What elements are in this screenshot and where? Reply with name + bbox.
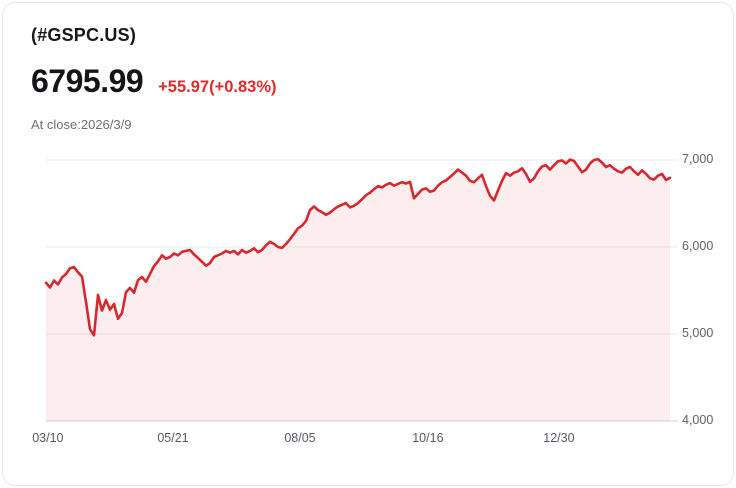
price-change: +55.97(+0.83%) <box>158 78 277 96</box>
price-row: 6795.99 +55.97(+0.83%) <box>31 63 277 100</box>
x-axis-label: 05/21 <box>157 431 189 445</box>
price-chart[interactable] <box>44 148 680 422</box>
price-area <box>46 159 670 421</box>
x-axis-label: 12/30 <box>543 431 575 445</box>
x-axis-label: 08/05 <box>284 431 316 445</box>
symbol-title: (#GSPC.US) <box>31 25 137 45</box>
price-chart-svg <box>44 157 678 422</box>
last-price: 6795.99 <box>31 63 144 99</box>
price-line <box>44 157 672 337</box>
y-axis-label: 6,000 <box>682 239 714 253</box>
close-date: At close:2026/3/9 <box>31 117 132 132</box>
x-axis-label: 10/16 <box>412 431 444 445</box>
y-axis-label: 5,000 <box>682 326 714 340</box>
x-axis-label: 03/10 <box>32 431 64 445</box>
y-axis-label: 7,000 <box>682 152 714 166</box>
y-axis-label: 4,000 <box>682 413 714 427</box>
